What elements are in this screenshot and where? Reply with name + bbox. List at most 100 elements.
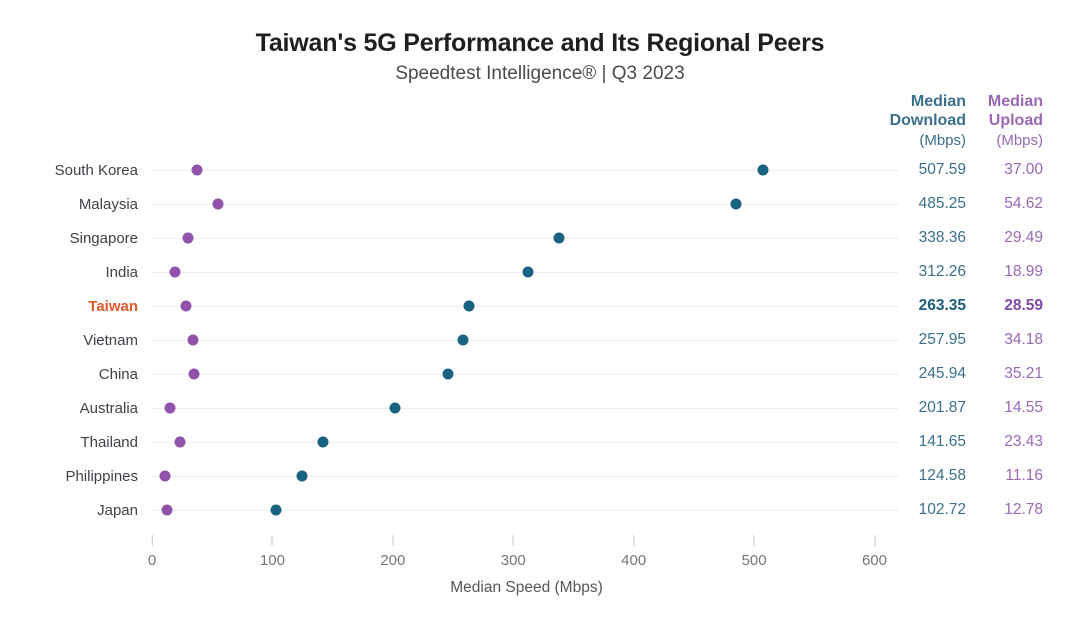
country-label: China <box>98 365 138 383</box>
tick-label: 200 <box>380 552 406 569</box>
row-track <box>152 357 901 391</box>
tick-mark <box>753 535 755 546</box>
upload-dot <box>187 334 199 346</box>
chart-row: China 245.94 35.21 <box>0 357 1043 391</box>
download-dot <box>730 198 742 210</box>
country-label: South Korea <box>54 161 138 179</box>
download-value: 102.72 <box>918 501 966 518</box>
tick-mark <box>874 535 875 546</box>
download-dot <box>457 334 469 346</box>
upload-dot <box>212 198 224 210</box>
download-value: 507.59 <box>918 161 966 178</box>
chart-title: Taiwan's 5G Performance and Its Regional… <box>255 29 825 57</box>
chart-row: Philippines 124.58 11.16 <box>0 459 1043 493</box>
chart-row: South Korea 507.59 37.00 <box>0 153 1043 187</box>
x-axis-title: Median Speed (Mbps) <box>450 579 603 596</box>
download-value: 124.58 <box>918 467 966 484</box>
row-track <box>152 187 901 221</box>
country-label: Taiwan <box>88 297 138 315</box>
chart-row: Malaysia 485.25 54.62 <box>0 187 1043 221</box>
row-gridline <box>152 374 899 375</box>
download-dot <box>389 402 401 414</box>
tick-label: 600 <box>861 552 888 569</box>
country-label: Japan <box>97 501 138 519</box>
row-track <box>152 221 901 255</box>
upload-value: 54.62 <box>1004 195 1043 212</box>
download-value: 201.87 <box>918 399 966 416</box>
download-dot <box>317 436 329 448</box>
x-axis-tick: 100 <box>260 535 285 569</box>
row-gridline <box>152 170 899 171</box>
download-value: 485.25 <box>918 195 966 212</box>
country-label: India <box>105 263 138 281</box>
country-label: Singapore <box>69 229 138 247</box>
chart-row: Thailand 141.65 23.43 <box>0 425 1043 459</box>
country-label: Malaysia <box>78 195 138 213</box>
download-value: 263.35 <box>918 297 966 314</box>
upload-dot <box>182 232 193 244</box>
download-dot <box>463 300 475 312</box>
download-value: 338.36 <box>918 229 966 246</box>
tick-label: 0 <box>147 552 157 569</box>
row-gridline <box>152 408 899 409</box>
download-value: 245.94 <box>918 365 966 382</box>
upload-dot <box>191 164 203 176</box>
chart-canvas: Taiwan's 5G Performance and Its Regional… <box>0 29 1043 597</box>
country-label: Vietnam <box>83 331 138 349</box>
upload-dot <box>164 402 176 414</box>
upload-value: 29.49 <box>1004 229 1043 246</box>
upload-value: 12.78 <box>1004 501 1043 518</box>
row-gridline <box>152 204 899 205</box>
row-track <box>152 459 901 493</box>
upload-dot <box>159 470 171 482</box>
row-track <box>152 493 901 527</box>
x-axis-tick: 500 <box>742 535 767 569</box>
x-axis-tick: 300 <box>501 535 526 569</box>
download-dot <box>757 164 769 176</box>
download-dot <box>270 504 282 516</box>
upload-dot <box>174 436 186 448</box>
download-column-header: Median Download (Mbps) <box>889 93 966 149</box>
country-label: Philippines <box>65 467 138 485</box>
row-gridline <box>152 476 899 477</box>
upload-value: 11.16 <box>1005 467 1043 484</box>
upload-dot <box>180 300 192 312</box>
upload-value: 34.18 <box>1004 331 1043 348</box>
tick-label: 300 <box>500 552 526 569</box>
upload-column-header: Median Upload (Mbps) <box>987 93 1043 149</box>
download-dot <box>553 232 565 244</box>
row-gridline <box>152 510 899 511</box>
tick-mark <box>392 535 394 546</box>
row-track <box>152 153 901 187</box>
row-track <box>152 323 901 357</box>
chart-rows: South Korea 507.59 37.00 Malaysia 485.25 54.6… <box>0 153 1043 527</box>
row-gridline <box>152 340 899 341</box>
x-axis-tick: 200 <box>380 535 405 569</box>
tick-mark <box>271 535 273 546</box>
row-gridline <box>152 306 899 307</box>
download-dot <box>296 470 308 482</box>
tick-mark <box>512 535 514 546</box>
x-axis-tick: 400 <box>621 535 646 569</box>
country-label: Australia <box>79 399 138 417</box>
tick-label: 400 <box>621 552 647 569</box>
tick-label: 100 <box>259 552 285 569</box>
chart-row: Australia 201.87 14.55 <box>0 391 1043 425</box>
tick-label: 500 <box>741 552 767 569</box>
x-axis-title-row: Median Speed (Mbps) <box>0 579 1043 597</box>
country-label: Thailand <box>80 433 138 451</box>
chart-row: Vietnam 257.95 34.18 <box>0 323 1043 357</box>
chart-row: Taiwan 263.35 28.59 <box>0 289 1043 323</box>
row-track <box>152 255 901 289</box>
tick-mark <box>633 535 635 546</box>
chart-row: India 312.26 18.99 <box>0 255 1043 289</box>
x-axis-tick: 600 <box>862 535 887 569</box>
x-axis: 0 100 200 300 400 500 600 <box>0 535 1043 577</box>
download-value: 312.26 <box>918 263 966 280</box>
x-axis-tick: 0 <box>148 535 156 569</box>
chart-row: Singapore 338.36 29.49 <box>0 221 1043 255</box>
tick-mark <box>151 535 153 546</box>
upload-value: 14.55 <box>1004 399 1043 416</box>
row-gridline <box>152 238 899 239</box>
upload-dot <box>161 504 173 516</box>
